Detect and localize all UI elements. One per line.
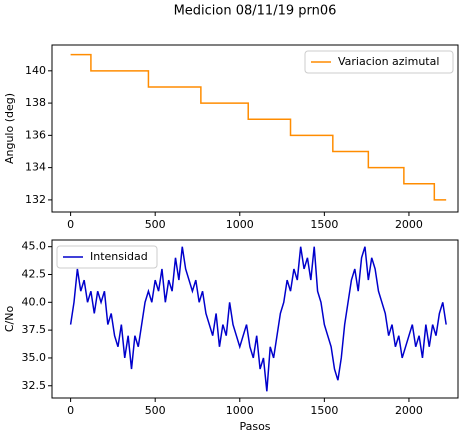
data-line [70,53,447,201]
x-tick-label: 2000 [395,218,423,231]
data-line [69,246,447,392]
y-axis-label: Angulo (deg) [3,93,16,164]
x-tick-label: 0 [67,404,74,417]
y-tick-label: 32.5 [22,379,47,392]
y-tick-label: 138 [25,96,46,109]
legend-label: Intensidad [90,250,148,263]
y-tick-label: 37.5 [22,323,47,336]
x-tick-label: 500 [145,218,166,231]
axes-frame [51,239,459,399]
legend-box [304,50,454,74]
figure-title: Medicion 08/11/19 prn06 [174,4,337,19]
y-tick-label: 45.0 [22,240,47,253]
y-tick-label: 132 [25,193,46,206]
y-tick-label: 40.0 [22,295,47,308]
x-tick-label: 500 [145,404,166,417]
y-tick-label: 42.5 [22,267,47,280]
x-tick-label: 0 [67,218,74,231]
axes-frame [51,44,459,213]
y-tick-label: 35.0 [22,351,47,364]
x-tick-label: 1000 [226,404,254,417]
y-axis-label: C/No [3,306,16,333]
x-tick-label: 1000 [226,218,254,231]
x-tick-label: 1500 [310,404,338,417]
x-tick-label: 1500 [310,218,338,231]
legend-box [56,245,158,269]
x-axis-label: Pasos [239,420,270,433]
y-tick-label: 134 [25,161,46,174]
y-tick-label: 140 [25,64,46,77]
y-tick-label: 136 [25,128,46,141]
legend-label: Variacion azimutal [338,55,439,68]
x-tick-label: 2000 [395,404,423,417]
